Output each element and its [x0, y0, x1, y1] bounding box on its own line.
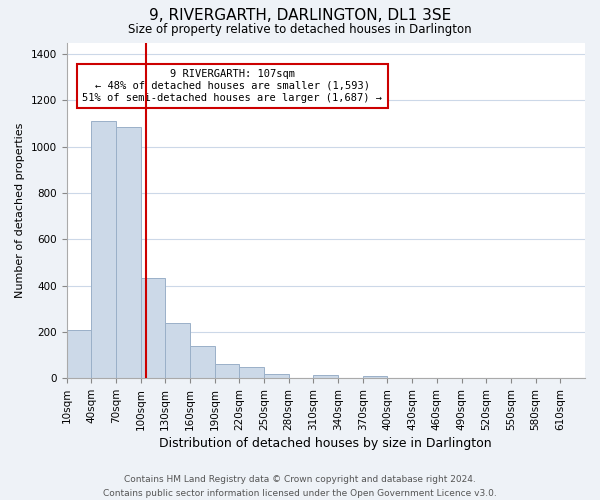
- Text: Size of property relative to detached houses in Darlington: Size of property relative to detached ho…: [128, 22, 472, 36]
- Bar: [91, 121, 116, 378]
- Bar: [264, 374, 289, 378]
- Bar: [67, 330, 91, 378]
- X-axis label: Distribution of detached houses by size in Darlington: Distribution of detached houses by size …: [160, 437, 492, 450]
- Bar: [140, 278, 165, 378]
- Text: 9, RIVERGARTH, DARLINGTON, DL1 3SE: 9, RIVERGARTH, DARLINGTON, DL1 3SE: [149, 8, 451, 22]
- Bar: [116, 127, 140, 378]
- Bar: [165, 322, 190, 378]
- Bar: [313, 375, 338, 378]
- Bar: [190, 346, 215, 378]
- Bar: [215, 364, 239, 378]
- Bar: [363, 376, 388, 378]
- Bar: [239, 368, 264, 378]
- Y-axis label: Number of detached properties: Number of detached properties: [15, 122, 25, 298]
- Text: Contains HM Land Registry data © Crown copyright and database right 2024.
Contai: Contains HM Land Registry data © Crown c…: [103, 476, 497, 498]
- Text: 9 RIVERGARTH: 107sqm
← 48% of detached houses are smaller (1,593)
51% of semi-de: 9 RIVERGARTH: 107sqm ← 48% of detached h…: [82, 70, 382, 102]
